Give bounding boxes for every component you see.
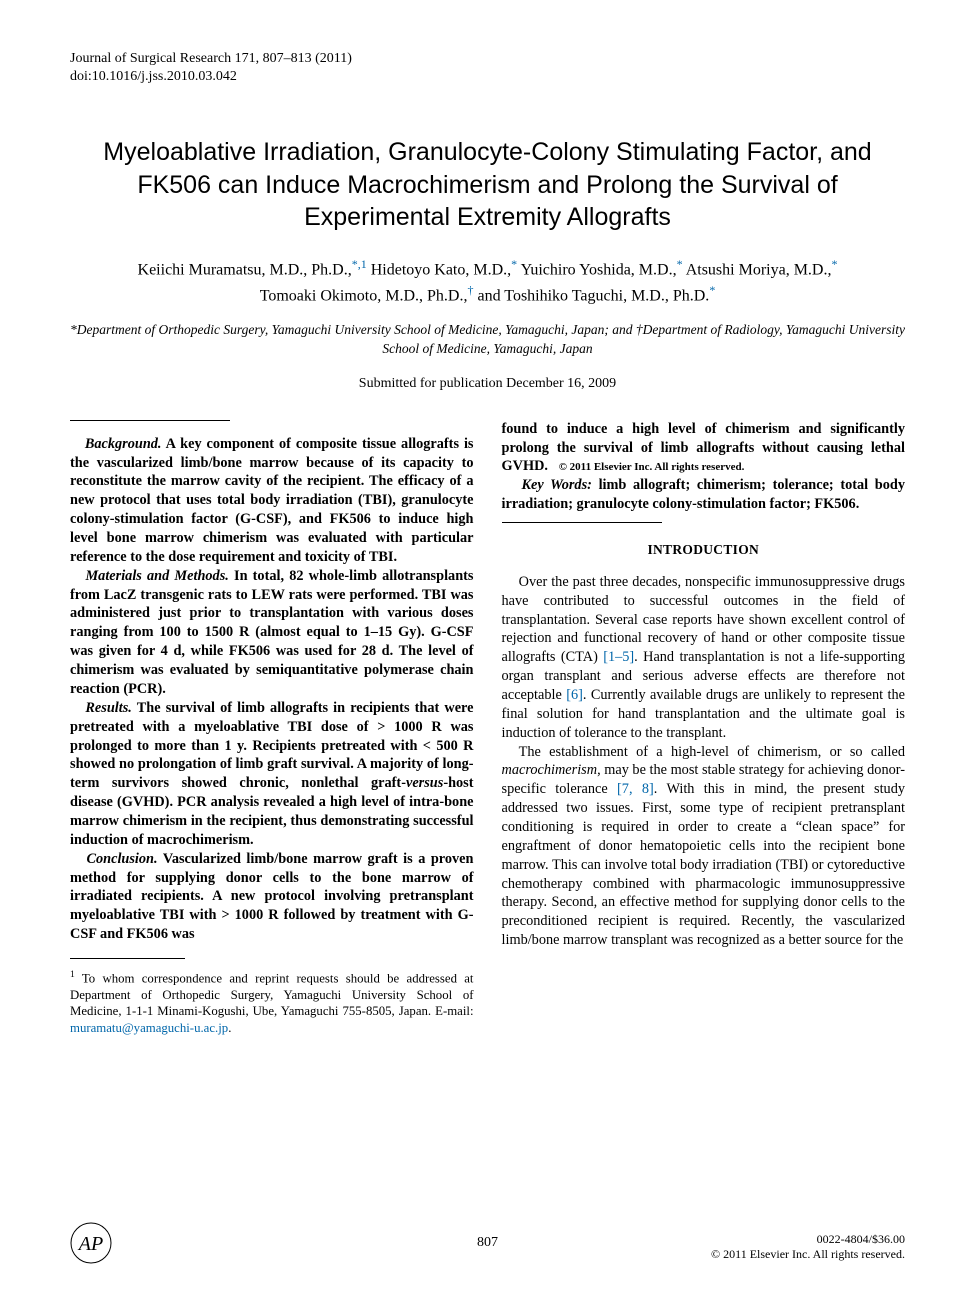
intro-macrochimerism: macrochimerism — [502, 762, 598, 778]
footer-copyright: © 2011 Elsevier Inc. All rights reserved… — [711, 1247, 905, 1263]
citation-6[interactable]: [6] — [566, 687, 583, 703]
author-6: Toshihiko Taguchi, M.D., Ph.D. — [504, 287, 709, 304]
abstract-results-versus: versus — [406, 775, 443, 791]
intro-paragraph-1: Over the past three decades, nonspecific… — [502, 573, 906, 743]
intro-paragraph-2: The establishment of a high-level of chi… — [502, 743, 906, 950]
citation-1-5[interactable]: [1–5] — [603, 649, 634, 665]
author-1: Keiichi Muramatsu, M.D., Ph.D., — [138, 261, 352, 278]
page-number: 807 — [477, 1235, 498, 1251]
author-4-affil-mark[interactable]: * — [831, 257, 837, 271]
author-5-affil-mark[interactable]: † — [467, 283, 473, 297]
journal-citation: Journal of Surgical Research 171, 807–81… — [70, 50, 905, 68]
section-heading-introduction: INTRODUCTION — [502, 541, 906, 559]
authors-and: and — [477, 287, 504, 304]
abstract-materials-head: Materials and Methods. — [85, 568, 228, 584]
abstract-copyright: © 2011 Elsevier Inc. All rights reserved… — [559, 461, 745, 473]
affiliations: *Department of Orthopedic Surgery, Yamag… — [70, 321, 905, 357]
abstract-background: Background. A key component of composite… — [70, 435, 474, 567]
footnote-email-link[interactable]: muramatu@yamaguchi-u.ac.jp — [70, 1021, 228, 1035]
intro-p2a: The establishment of a high-level of chi… — [519, 744, 905, 760]
keywords: Key Words: limb allograft; chimerism; to… — [502, 476, 906, 514]
footnote-period: . — [228, 1021, 231, 1035]
author-2: Hidetoyo Kato, M.D., — [371, 261, 511, 278]
corresponding-author-footnote: 1 To whom correspondence and reprint req… — [70, 969, 474, 1037]
author-3: Yuichiro Yoshida, M.D., — [521, 261, 677, 278]
author-6-affil-mark[interactable]: * — [709, 283, 715, 297]
footer-right-block: 0022-4804/$36.00 © 2011 Elsevier Inc. Al… — [711, 1232, 905, 1263]
abstract-top-rule — [70, 420, 230, 421]
author-4: Atsushi Moriya, M.D., — [686, 261, 832, 278]
citation-7-8[interactable]: [7, 8] — [617, 781, 654, 797]
intro-p2c: . With this in mind, the present study a… — [502, 781, 906, 948]
author-1-affil-mark[interactable]: *,1 — [352, 257, 367, 271]
running-header: Journal of Surgical Research 171, 807–81… — [70, 50, 905, 86]
submission-date: Submitted for publication December 16, 2… — [70, 376, 905, 392]
footnote-rule — [70, 958, 185, 959]
publisher-logo-icon: AP — [70, 1222, 112, 1269]
doi: doi:10.1016/j.jss.2010.03.042 — [70, 68, 905, 86]
author-5: Tomoaki Okimoto, M.D., Ph.D., — [260, 287, 468, 304]
author-3-affil-mark[interactable]: * — [677, 257, 683, 271]
abstract-results: Results. The survival of limb allografts… — [70, 699, 474, 850]
abstract-materials: Materials and Methods. In total, 82 whol… — [70, 567, 474, 699]
author-list: Keiichi Muramatsu, M.D., Ph.D.,*,1 Hidet… — [70, 256, 905, 307]
abstract-conclusion-head: Conclusion. — [86, 851, 157, 867]
keywords-head: Key Words: — [521, 477, 591, 493]
abstract-conclusion: Conclusion. Vascularized limb/bone marro… — [70, 850, 474, 944]
abstract-conclusion-col2: found to induce a high level of chimeris… — [502, 420, 906, 477]
issn-price: 0022-4804/$36.00 — [711, 1232, 905, 1248]
abstract-background-text: A key component of composite tissue allo… — [70, 436, 474, 565]
article-title: Myeloablative Irradiation, Granulocyte-C… — [100, 136, 875, 234]
abstract-results-head: Results. — [85, 700, 131, 716]
svg-text:AP: AP — [77, 1233, 103, 1255]
two-column-body: Background. A key component of composite… — [70, 420, 905, 1050]
abstract-background-head: Background. — [85, 436, 162, 452]
author-2-affil-mark[interactable]: * — [511, 257, 517, 271]
abstract-materials-text: In total, 82 whole-limb allotransplants … — [70, 568, 474, 697]
abstract-bottom-rule — [502, 522, 662, 523]
footnote-text: To whom correspondence and reprint reque… — [70, 971, 474, 1018]
page-footer: AP 807 0022-4804/$36.00 © 2011 Elsevier … — [70, 1223, 905, 1263]
